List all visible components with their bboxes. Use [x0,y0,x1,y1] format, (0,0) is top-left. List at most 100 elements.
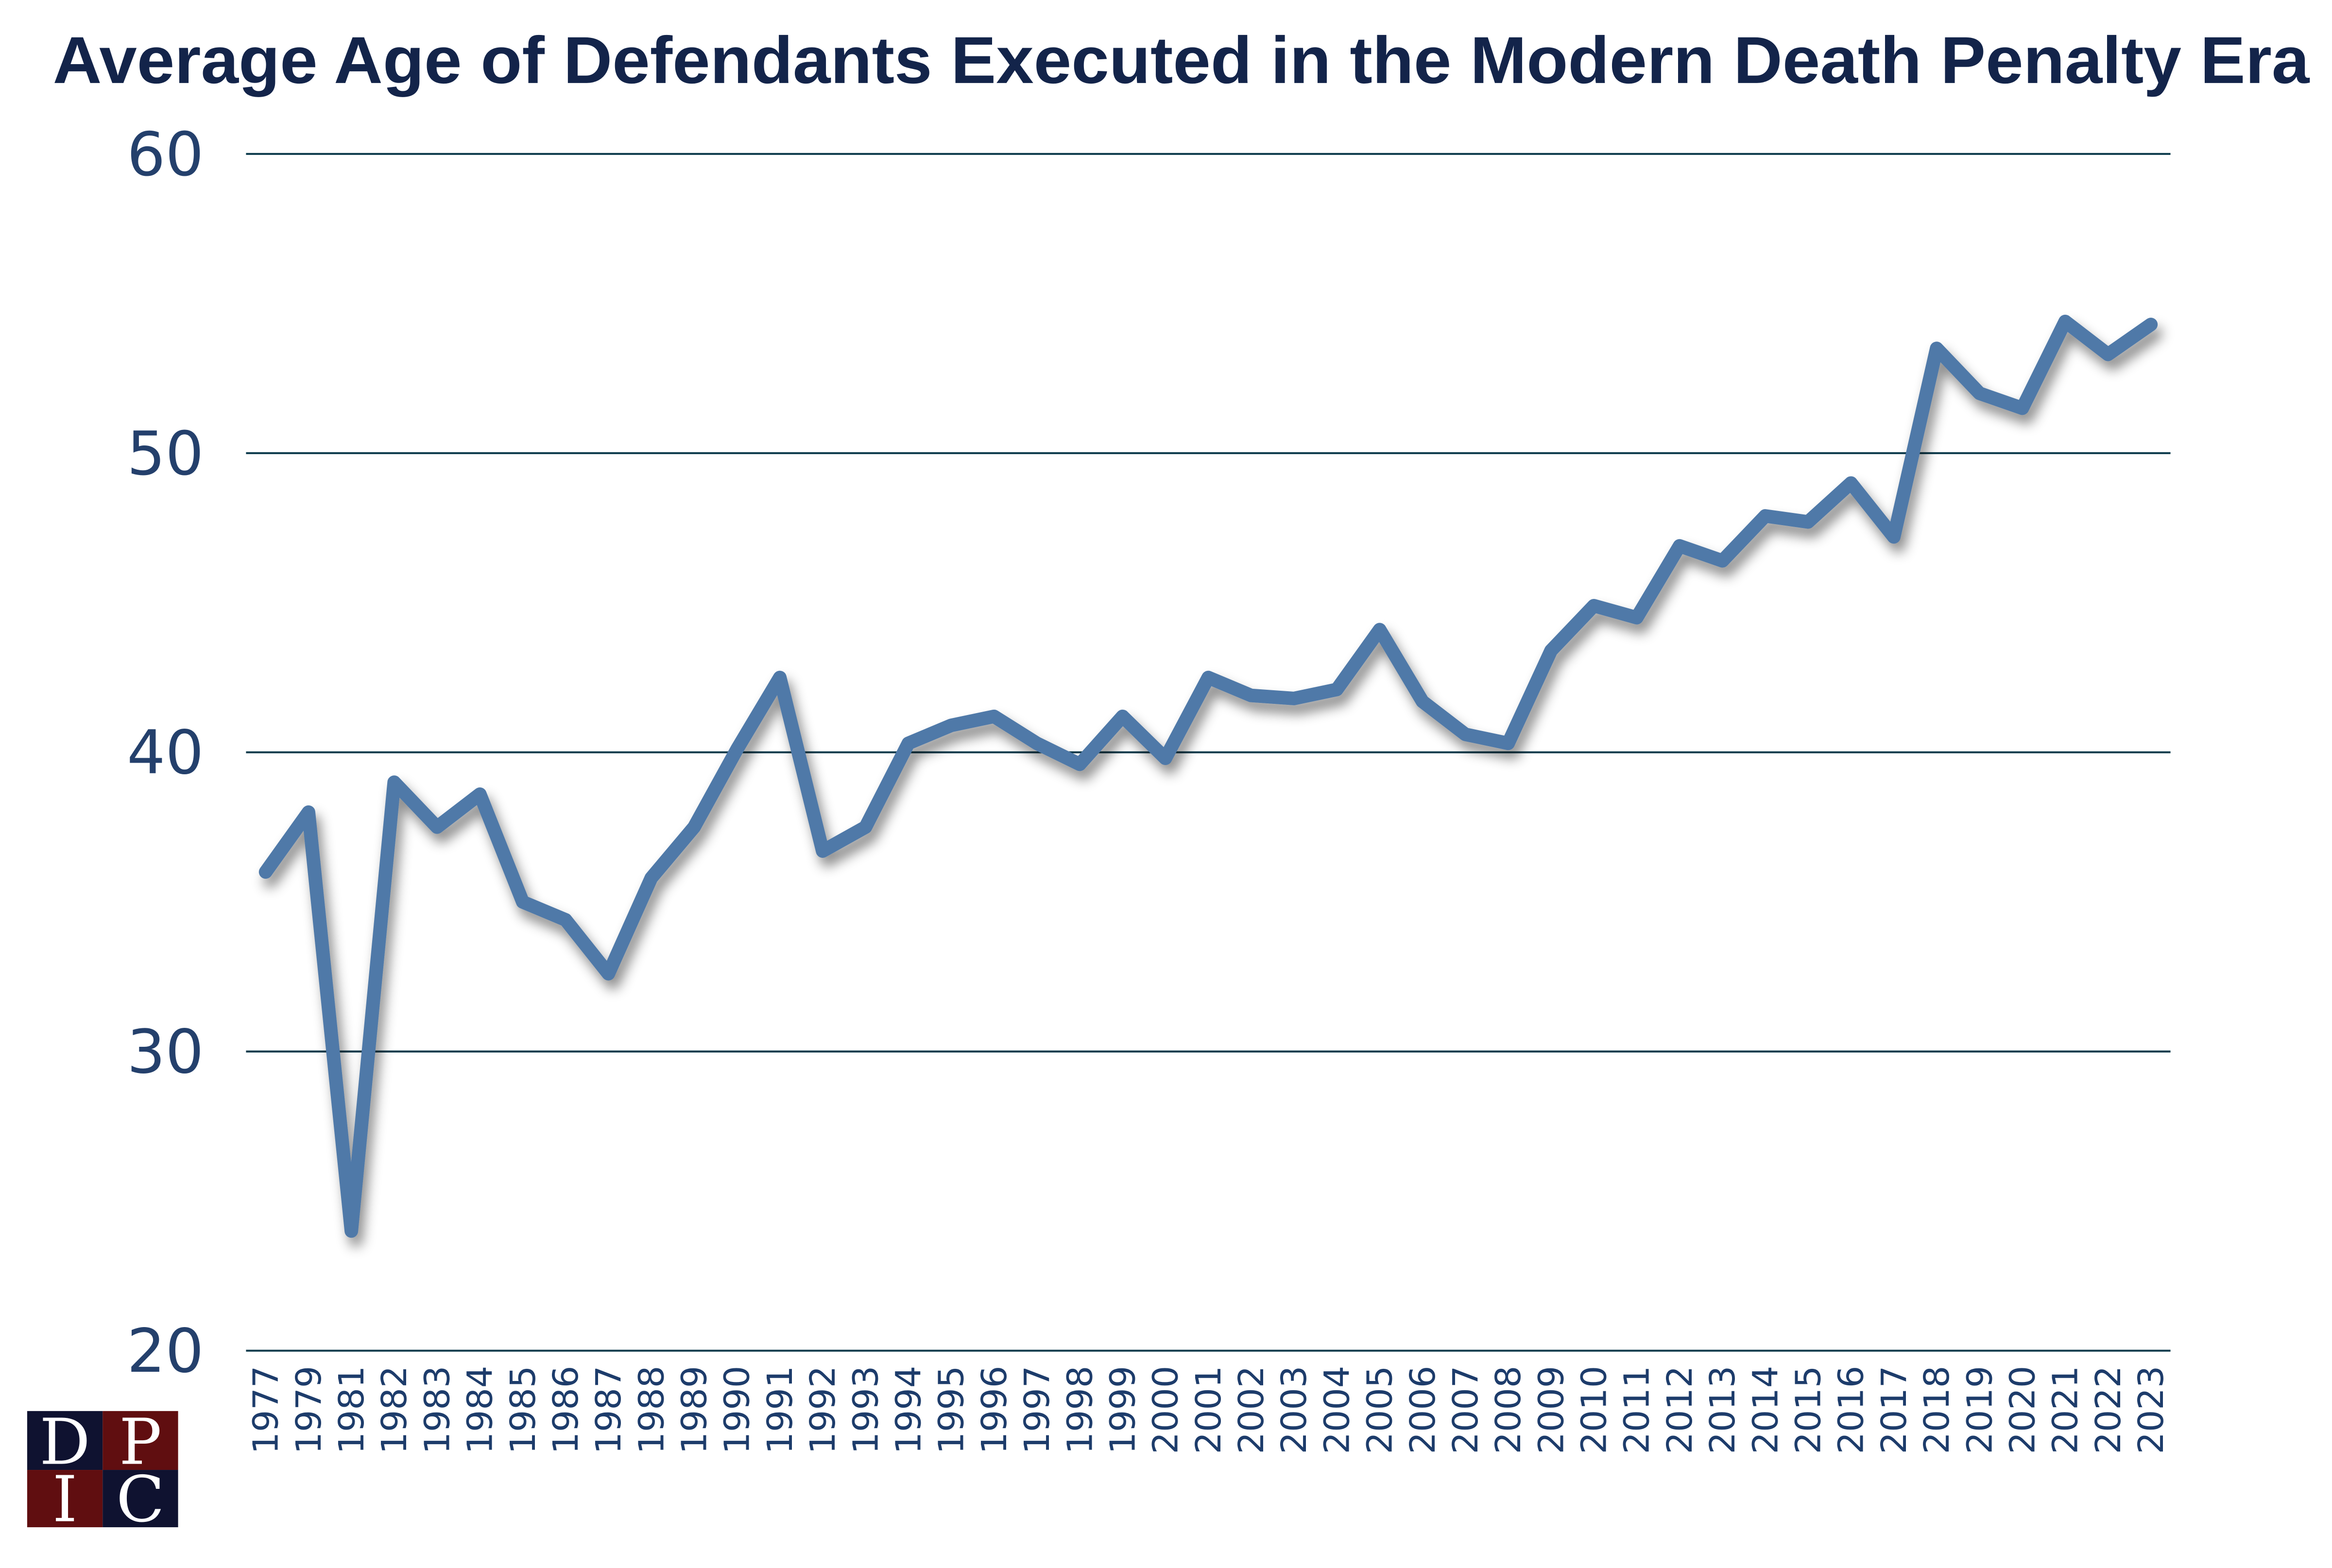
logo-cell-p [103,1411,178,1470]
gridlines [246,153,2171,1352]
x-tick-label: 1989 [674,1366,715,1454]
x-tick-label: 2016 [1831,1366,1871,1454]
data-point [1936,347,1938,349]
data-point [1550,649,1552,651]
data-point [650,877,652,879]
x-tick-label: 2012 [1660,1366,1700,1454]
x-tick-label: 1996 [974,1366,1014,1454]
data-point [1122,716,1124,717]
y-tick-label: 30 [127,1017,204,1087]
data-point [864,826,867,828]
data-point [1422,700,1423,702]
data-point [1807,521,1809,523]
x-tick-label: 1992 [803,1366,843,1454]
logo-cell-d [27,1411,103,1470]
data-point [693,826,695,828]
x-tick-label: 2008 [1488,1366,1528,1454]
x-tick-label: 2020 [2002,1366,2042,1454]
data-point [522,901,524,903]
x-tick-label: 1988 [631,1366,671,1454]
data-point [1336,688,1338,690]
data-point [950,724,952,726]
data-point [1764,515,1766,517]
x-tick-label: 2006 [1403,1366,1443,1454]
data-point [2064,321,2066,323]
data-point [1721,560,1723,562]
x-tick-label: 1986 [546,1366,586,1454]
x-tick-label: 2015 [1788,1366,1829,1454]
x-tick-label: 2017 [1874,1366,1914,1454]
x-tick-label: 2021 [2045,1366,2086,1454]
x-tick-label: 2004 [1317,1366,1357,1454]
logo-letter-i: I [52,1463,78,1536]
x-tick-label: 2014 [1745,1366,1785,1454]
dpic-logo: D P I C [27,1405,178,1536]
data-point [1507,742,1509,744]
data-point [822,850,823,852]
data-point [908,742,909,744]
x-tick-label: 2011 [1617,1366,1657,1454]
x-tick-label: 2018 [1917,1366,1957,1454]
data-point [565,919,566,921]
x-tick-label: 2022 [2088,1366,2128,1454]
data-point [1036,742,1038,744]
x-tick-label: 1993 [845,1366,886,1454]
data-point [393,781,395,783]
logo-letter-p: P [119,1405,162,1479]
data-point [779,677,781,679]
x-tick-label: 2009 [1531,1366,1571,1454]
x-tick-label: 1999 [1102,1366,1143,1454]
x-tick-label: 2007 [1445,1366,1486,1454]
x-tick-label: 1995 [931,1366,972,1454]
x-tick-label: 2023 [2131,1366,2171,1454]
x-tick-label: 2010 [1574,1366,1614,1454]
x-tick-label: 1983 [417,1366,457,1454]
x-axis: 1977 1979 1981 1982 1983 1984 1985 1986 1987 1988… [246,1366,2171,1454]
logo-letter-d: D [39,1405,90,1479]
x-tick-label: 2005 [1360,1366,1400,1454]
x-tick-label: 1982 [374,1366,414,1454]
data-point [1250,695,1252,697]
y-tick-label: 20 [127,1316,204,1386]
data-point [2107,354,2109,356]
y-tick-label: 50 [127,419,204,489]
data-point [1165,757,1166,759]
x-tick-label: 1977 [246,1366,286,1454]
data-point [1207,677,1209,679]
x-tick-label: 1981 [331,1366,372,1454]
logo-cell-i [27,1470,103,1528]
y-tick-label: 60 [127,119,204,189]
data-point [1079,763,1080,765]
x-tick-label: 1985 [503,1366,543,1454]
chart-title: Average Age of Defendants Executed in th… [53,23,2310,97]
x-tick-label: 1994 [889,1366,929,1454]
x-tick-label: 2001 [1188,1366,1229,1454]
x-tick-label: 1998 [1060,1366,1100,1454]
data-point [607,972,609,975]
y-axis: 20 30 40 50 60 [127,119,204,1386]
data-point [308,811,309,813]
data-point [1679,545,1680,547]
x-tick-label: 1979 [289,1366,329,1454]
x-tick-label: 1987 [588,1366,629,1454]
data-point [2022,407,2023,409]
logo-cell-c [103,1470,178,1528]
x-tick-label: 1991 [760,1366,800,1454]
x-tick-label: 1990 [717,1366,757,1454]
x-tick-label: 2000 [1146,1366,1186,1454]
x-tick-label: 2003 [1274,1366,1314,1454]
data-point [1464,733,1466,735]
data-point [436,826,438,828]
data-point [350,1230,352,1232]
x-tick-label: 2013 [1702,1366,1743,1454]
x-tick-label: 2002 [1231,1366,1271,1454]
series-line [258,314,2158,1238]
data-point [993,716,995,717]
data-point [265,871,267,873]
data-point [2150,324,2152,325]
y-tick-label: 40 [127,718,204,788]
average-age-line [258,314,2158,1238]
logo-letter-c: C [116,1463,165,1536]
data-point [1978,392,1980,394]
data-point [1850,482,1852,484]
